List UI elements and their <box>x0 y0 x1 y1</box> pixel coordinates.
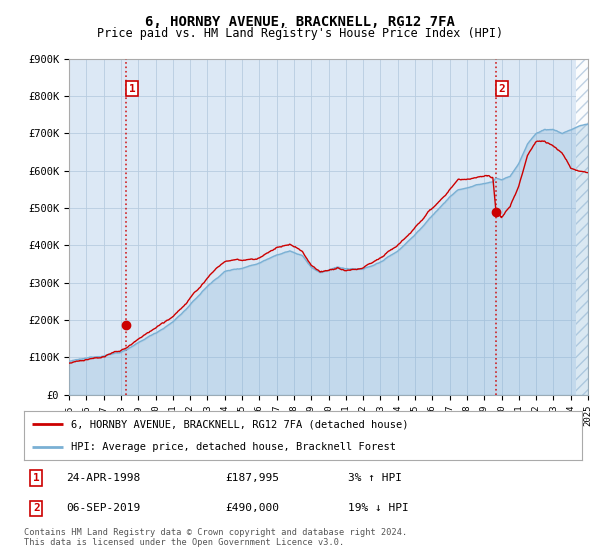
Text: 2: 2 <box>499 83 505 94</box>
Text: 1: 1 <box>33 473 40 483</box>
Bar <box>576 59 588 395</box>
Text: 06-SEP-2019: 06-SEP-2019 <box>66 503 140 514</box>
Text: HPI: Average price, detached house, Bracknell Forest: HPI: Average price, detached house, Brac… <box>71 442 397 452</box>
Text: 2: 2 <box>33 503 40 514</box>
Text: 6, HORNBY AVENUE, BRACKNELL, RG12 7FA (detached house): 6, HORNBY AVENUE, BRACKNELL, RG12 7FA (d… <box>71 419 409 430</box>
Text: 6, HORNBY AVENUE, BRACKNELL, RG12 7FA: 6, HORNBY AVENUE, BRACKNELL, RG12 7FA <box>145 15 455 29</box>
Text: Contains HM Land Registry data © Crown copyright and database right 2024.
This d: Contains HM Land Registry data © Crown c… <box>24 528 407 547</box>
Text: £187,995: £187,995 <box>225 473 279 483</box>
Text: 19% ↓ HPI: 19% ↓ HPI <box>347 503 409 514</box>
Text: £490,000: £490,000 <box>225 503 279 514</box>
Text: 24-APR-1998: 24-APR-1998 <box>66 473 140 483</box>
Text: Price paid vs. HM Land Registry's House Price Index (HPI): Price paid vs. HM Land Registry's House … <box>97 27 503 40</box>
Text: 1: 1 <box>129 83 136 94</box>
Text: 3% ↑ HPI: 3% ↑ HPI <box>347 473 401 483</box>
